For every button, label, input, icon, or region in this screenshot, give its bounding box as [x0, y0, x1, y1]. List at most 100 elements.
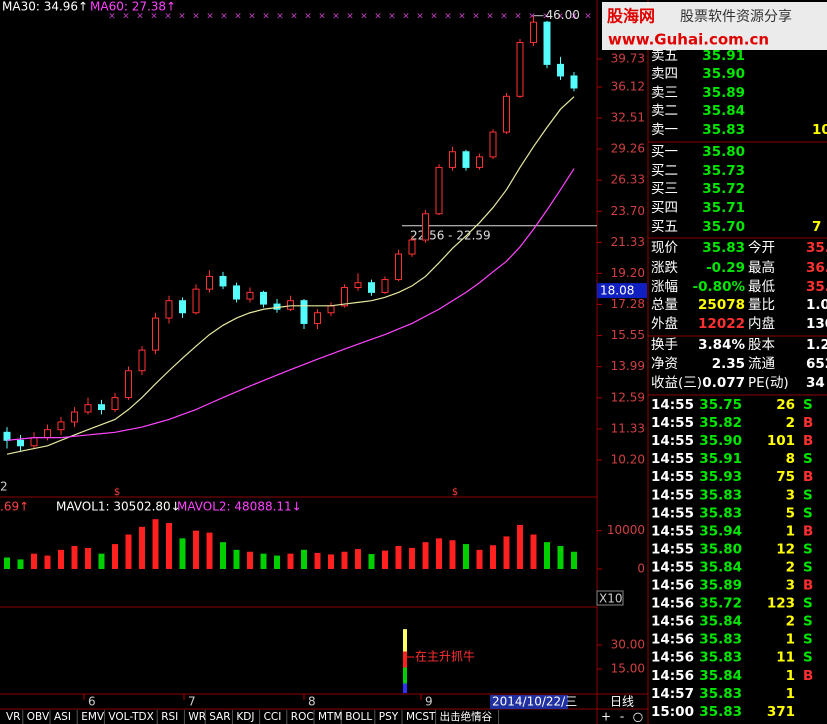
trade-side: B — [803, 433, 813, 449]
volume-bar — [139, 526, 145, 569]
marker: × — [472, 12, 480, 22]
tab[interactable]: SAR — [209, 711, 230, 723]
volume-bar — [368, 554, 375, 569]
candle-body — [57, 421, 65, 431]
candle-body — [476, 156, 483, 168]
tab[interactable]: CCI — [264, 711, 282, 723]
ma-line — [6, 96, 575, 455]
trade-volume: 2 — [786, 614, 795, 630]
tab[interactable]: PSY — [379, 711, 399, 723]
marker: × — [136, 12, 144, 22]
tab[interactable]: KDJ — [236, 711, 254, 723]
trade-time: 15:00 — [651, 704, 694, 720]
tab[interactable]: VOL-TDX — [108, 711, 153, 723]
quote-label: 换手 — [651, 337, 678, 353]
volume-bar — [112, 544, 118, 569]
trade-price: 35.89 — [699, 578, 742, 594]
trade-time: 14:55 — [651, 469, 694, 485]
y-tick-label: 26.33 — [611, 173, 645, 187]
marker: × — [542, 12, 550, 22]
quote-label: 股本 — [748, 337, 776, 353]
trade-volume: 3 — [786, 487, 795, 503]
quote-label: 涨幅 — [651, 279, 678, 295]
book-price: 35.90 — [702, 66, 745, 82]
candle-body — [516, 42, 524, 97]
left-cut: 2 — [0, 480, 8, 494]
tab[interactable]: WR — [188, 711, 206, 723]
volume-bar — [382, 550, 388, 569]
annotation: 在主升抓牛 — [415, 649, 475, 664]
tab[interactable]: ROC — [291, 711, 314, 723]
candle-body — [449, 151, 456, 168]
y-tick-label: 12.59 — [611, 390, 645, 404]
quote-value: -0.29 — [706, 260, 745, 276]
marker: × — [388, 12, 396, 22]
quote-value: 3.84% — [698, 337, 745, 353]
tab[interactable]: 出击绝情谷 — [440, 710, 493, 723]
volume-bar — [503, 536, 510, 569]
trade-time: 14:55 — [651, 559, 694, 575]
trade-volume: 12 — [776, 541, 795, 557]
volume-bar — [355, 549, 361, 569]
date-label: 2014/10/22/三 — [492, 695, 577, 709]
volume-bar — [193, 530, 199, 569]
trade-volume: 123 — [767, 596, 795, 612]
marker: × — [402, 12, 410, 22]
marker: × — [528, 12, 536, 22]
period-button[interactable]: 日线 — [610, 695, 634, 709]
marker: × — [584, 12, 592, 22]
trade-side: S — [803, 559, 813, 575]
tab[interactable]: MTM — [318, 711, 343, 723]
quote-value: 35. — [806, 279, 827, 295]
tab[interactable]: VR — [6, 711, 20, 723]
tab[interactable]: EMV — [81, 711, 105, 723]
tab[interactable]: MCST — [406, 711, 436, 723]
book-price: 35.83 — [702, 122, 745, 138]
trade-volume: 1 — [786, 686, 795, 702]
mavol2-legend: MAVOL2: 48088.11↓ — [177, 500, 302, 514]
control-button[interactable]: - — [620, 710, 624, 724]
candle-body — [287, 300, 294, 310]
candle-body — [341, 287, 348, 307]
trade-price: 35.82 — [699, 415, 742, 431]
trade-price: 35.80 — [699, 541, 742, 557]
signal-marker: $ — [114, 487, 120, 498]
quote-label: 收益(三) — [651, 375, 702, 391]
date-box — [490, 695, 568, 709]
y-tick-label: 15.55 — [611, 328, 645, 342]
trade-side: B — [803, 578, 813, 594]
book-price: 35.91 — [702, 48, 745, 64]
marker: × — [430, 12, 438, 22]
tab[interactable]: OBV — [27, 711, 50, 723]
trade-side: B — [803, 668, 813, 684]
candle-body — [30, 437, 38, 447]
marker: × — [248, 12, 256, 22]
control-button[interactable]: + — [601, 710, 611, 724]
trade-price: 35.72 — [699, 596, 742, 612]
marker: × — [290, 12, 298, 22]
volume-bar — [71, 546, 78, 569]
candle-body — [44, 429, 51, 439]
volume-bar — [166, 523, 172, 569]
candle-body — [354, 282, 362, 289]
trade-time: 14:55 — [651, 487, 694, 503]
marker: × — [178, 12, 186, 22]
control-button[interactable]: ○ — [633, 710, 643, 724]
volume-bar — [17, 559, 24, 569]
trade-side: S — [803, 505, 813, 521]
trade-price: 35.93 — [699, 469, 742, 485]
volume-bar — [395, 546, 402, 569]
tab[interactable]: ASI — [54, 711, 71, 723]
candle-body — [543, 21, 551, 65]
candle-body — [152, 317, 159, 351]
marker: × — [360, 12, 368, 22]
quote-label: 净资 — [651, 356, 678, 372]
tab[interactable]: BOLL — [345, 711, 372, 723]
trade-volume: 2 — [786, 559, 795, 575]
trade-time: 14:55 — [651, 505, 694, 521]
marker: × — [164, 12, 172, 22]
book-price: 35.84 — [702, 103, 745, 119]
tab[interactable]: RSI — [161, 711, 178, 723]
scale-box — [596, 590, 624, 606]
